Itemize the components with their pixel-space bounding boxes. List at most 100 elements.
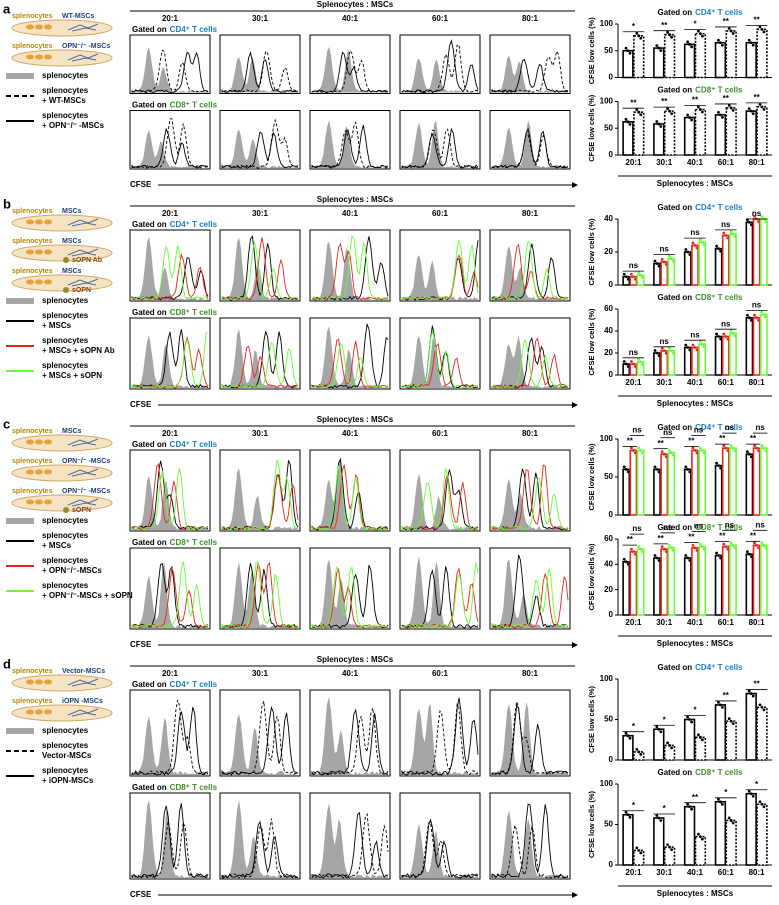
dot (641, 276, 644, 279)
dot (626, 470, 630, 474)
hist-box (309, 317, 391, 390)
y-axis-label: CFSE low cells (%) (587, 790, 596, 858)
dot (698, 340, 702, 344)
hist-fill (222, 56, 298, 93)
bar (759, 447, 768, 516)
hist-box (399, 317, 481, 390)
hist-line (221, 51, 299, 93)
y-axis-label: CFSE low cells (%) (587, 308, 596, 376)
x-tick-label: 80:1 (749, 378, 766, 387)
bar (653, 123, 665, 156)
dot (762, 805, 766, 809)
gate-prefix: Gated on (132, 538, 167, 547)
dot (762, 708, 766, 712)
bar (714, 247, 723, 286)
dot (733, 546, 737, 550)
bar (691, 244, 699, 286)
dot (660, 346, 664, 350)
cell (35, 679, 43, 685)
y-tick-label: 0 (609, 755, 614, 764)
y-tick-label: 50 (604, 472, 613, 481)
ratio-label: 80:1 (522, 209, 539, 218)
bar (653, 468, 661, 516)
dot (691, 543, 695, 547)
dot (626, 277, 630, 281)
sig-label: ** (723, 94, 730, 103)
sig-label: ** (688, 437, 695, 446)
gate-label: Gated on CD4⁺ T cells (132, 440, 218, 449)
dot (635, 31, 639, 35)
dot (757, 546, 760, 550)
hist-box (489, 110, 571, 170)
dot (686, 113, 690, 117)
sig-label: ** (719, 531, 726, 540)
dot (747, 107, 751, 111)
hist-box (219, 689, 301, 777)
dot (751, 694, 755, 698)
hist-box (489, 792, 571, 880)
dot (733, 334, 737, 338)
dot (731, 722, 735, 726)
dot (724, 545, 728, 548)
cell (26, 219, 34, 225)
dot (669, 257, 673, 260)
schematic-msc: OPN⁻/⁻ -MSCs (62, 458, 110, 465)
bar (660, 548, 669, 616)
bar (745, 41, 757, 79)
hist-line (311, 49, 389, 94)
hist-line (491, 240, 569, 301)
bar (629, 550, 638, 616)
schematic-cells: splenocytes (12, 698, 53, 705)
y-tick-label: 0 (609, 73, 614, 82)
dot (688, 805, 692, 809)
dot (637, 750, 641, 754)
dot (669, 451, 673, 455)
bar (698, 449, 707, 516)
bar (694, 736, 707, 761)
dot (693, 346, 697, 349)
dot (668, 744, 671, 747)
dish (11, 434, 113, 452)
hist-line (221, 50, 299, 93)
hist-box (309, 229, 391, 302)
dot (639, 360, 642, 364)
dot (657, 264, 661, 268)
bar (714, 335, 723, 376)
dot (719, 249, 723, 253)
hist-fill (492, 559, 568, 628)
hist-box (399, 689, 481, 777)
dot (696, 832, 700, 836)
hist-line (491, 823, 569, 879)
panel-label: d (3, 656, 11, 671)
dot (696, 29, 700, 33)
dot (657, 816, 661, 820)
dot (626, 365, 630, 368)
dot (624, 468, 628, 471)
ratio-label: 40:1 (342, 669, 359, 678)
extra-icon (63, 257, 69, 263)
bar (759, 313, 768, 376)
y-tick-label: 100 (600, 97, 614, 106)
dot (684, 248, 688, 251)
legend-text: splenocytes (42, 111, 89, 120)
dot (727, 27, 731, 30)
hist-box (399, 792, 481, 880)
bar (714, 801, 727, 866)
dot (686, 250, 690, 254)
bar (694, 835, 707, 866)
hist-line (491, 704, 569, 775)
dot (670, 112, 673, 116)
dot (653, 259, 657, 263)
sig-label: * (632, 801, 636, 810)
ratio-label: 80:1 (522, 429, 539, 438)
cell (35, 54, 43, 60)
hist-fill (402, 473, 478, 530)
sig-label: * (632, 22, 636, 31)
hist-header: Splenocytes : MSCs (317, 415, 394, 424)
hist-box (399, 449, 481, 532)
bar (660, 453, 669, 516)
bar (721, 234, 730, 286)
msc (67, 218, 99, 227)
legend-text: splenocytes (42, 741, 89, 750)
cell (35, 499, 43, 505)
